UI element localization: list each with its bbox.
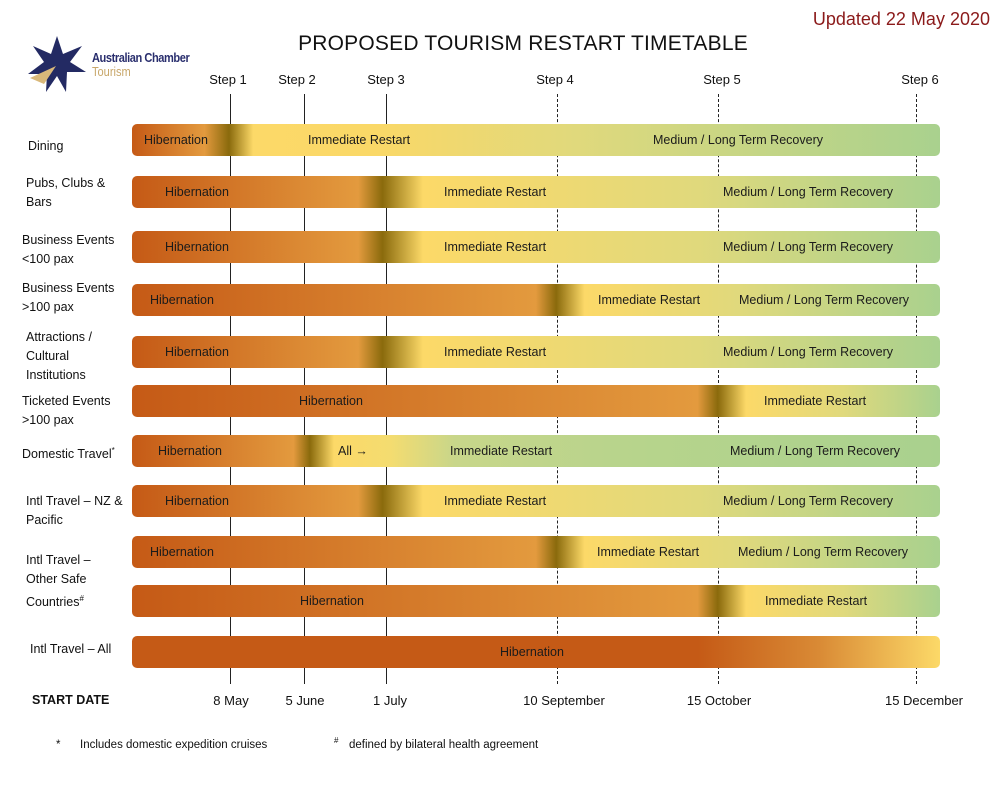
step-label: Step 1 <box>209 72 247 87</box>
row-label-dining: Dining <box>28 139 64 153</box>
segment-all: All → <box>338 444 368 458</box>
step-label: Step 3 <box>367 72 405 87</box>
step-label: Step 6 <box>901 72 939 87</box>
row-label-pubs: Pubs, Clubs & Bars <box>26 176 106 209</box>
row-label-intl-other-text: Intl Travel – Other Safe Countries <box>26 553 91 610</box>
page-title: PROPOSED TOURISM RESTART TIMETABLE <box>298 32 748 55</box>
row-label-domestic: Domestic Travel* <box>22 441 132 464</box>
logo <box>26 34 196 96</box>
star-icon <box>28 36 86 92</box>
logo-text-line1: Australian Chamber <box>92 50 190 65</box>
date-label: 5 June <box>285 693 325 708</box>
timeline-bar-intl-all: Hibernation <box>132 636 940 668</box>
segment-immediate-restart: Immediate Restart <box>450 444 553 458</box>
segment-recovery: Medium / Long Term Recovery <box>723 185 893 199</box>
row-label-intl-all: Intl Travel – All <box>30 642 112 656</box>
segment-recovery: Medium / Long Term Recovery <box>738 545 908 559</box>
step-label: Step 5 <box>703 72 741 87</box>
segment-recovery: Medium / Long Term Recovery <box>723 345 893 359</box>
start-date-label: START DATE <box>32 693 110 707</box>
segment-recovery: Medium / Long Term Recovery <box>723 240 893 254</box>
timeline-bar-attractions: Hibernation Immediate Restart Medium / L… <box>132 336 940 368</box>
segment-hibernation: Hibernation <box>299 394 363 408</box>
updated-date: Updated 22 May 2020 <box>812 9 990 29</box>
timeline-bar-intl-other: Hibernation Immediate Restart Medium / L… <box>132 536 940 568</box>
segment-immediate-restart: Immediate Restart <box>597 545 700 559</box>
timeline-bar-business-small: Hibernation Immediate Restart Medium / L… <box>132 231 940 263</box>
segment-recovery: Medium / Long Term Recovery <box>730 444 900 458</box>
step-label: Step 2 <box>278 72 316 87</box>
row-label-intl-nz: Intl Travel – NZ & Pacific <box>26 494 123 527</box>
segment-hibernation: Hibernation <box>144 133 208 147</box>
segment-immediate-restart: Immediate Restart <box>444 494 547 508</box>
footnote-mark: # <box>79 594 84 603</box>
row-label-domestic-text: Domestic Travel <box>22 447 112 462</box>
row-label-ticketed: Ticketed Events >100 pax <box>22 394 111 427</box>
segment-hibernation: Hibernation <box>300 594 364 608</box>
date-label: 15 October <box>686 693 752 708</box>
segment-recovery: Medium / Long Term Recovery <box>653 133 823 147</box>
step-label: Step 4 <box>536 72 574 87</box>
footnote-mark: * <box>111 446 115 455</box>
segment-immediate-restart: Immediate Restart <box>598 293 701 307</box>
footnote-text: defined by bilateral health agreement <box>349 739 539 751</box>
segment-recovery: Medium / Long Term Recovery <box>739 293 909 307</box>
segment-hibernation: Hibernation <box>500 645 564 659</box>
segment-hibernation: Hibernation <box>165 345 229 359</box>
segment-immediate-restart: Immediate Restart <box>764 394 867 408</box>
date-label: 10 September <box>523 693 605 708</box>
timeline-bar-intl-other-2: Hibernation Immediate Restart <box>132 585 940 617</box>
logo-text-line2: Tourism <box>92 64 131 79</box>
row-label-intl-other: Intl Travel – Other Safe Countries# <box>26 551 116 612</box>
segment-immediate-restart: Immediate Restart <box>444 345 547 359</box>
segment-immediate-restart: Immediate Restart <box>444 185 547 199</box>
segment-hibernation: Hibernation <box>158 444 222 458</box>
timeline-bar-dining: Hibernation Immediate Restart Medium / L… <box>132 124 940 156</box>
timeline-bar-ticketed: Hibernation Immediate Restart <box>132 385 940 417</box>
footnote-mark: # <box>334 736 339 745</box>
footnote-text: Includes domestic expedition cruises <box>80 739 268 751</box>
segment-hibernation: Hibernation <box>150 545 214 559</box>
row-label-business-small: Business Events <100 pax <box>22 233 115 266</box>
row-label-business-large: Business Events >100 pax <box>22 281 115 314</box>
segment-hibernation: Hibernation <box>165 185 229 199</box>
timeline-bar-intl-nz: Hibernation Immediate Restart Medium / L… <box>132 485 940 517</box>
row-label-attractions: Attractions / Cultural Institutions <box>26 330 92 382</box>
segment-immediate-restart: Immediate Restart <box>308 133 411 147</box>
date-label: 15 December <box>884 693 964 708</box>
segment-hibernation: Hibernation <box>150 293 214 307</box>
segment-recovery: Medium / Long Term Recovery <box>723 494 893 508</box>
segment-hibernation: Hibernation <box>165 240 229 254</box>
timeline-bar-domestic: Hibernation All → Immediate Restart Medi… <box>132 435 940 467</box>
segment-immediate-restart: Immediate Restart <box>765 594 868 608</box>
timeline-bar-business-large: Hibernation Immediate Restart Medium / L… <box>132 284 940 316</box>
date-label: 8 May <box>213 693 249 708</box>
timeline-bar-pubs: Hibernation Immediate Restart Medium / L… <box>132 176 940 208</box>
segment-immediate-restart: Immediate Restart <box>444 240 547 254</box>
footnote-mark: * <box>56 739 61 751</box>
segment-hibernation: Hibernation <box>165 494 229 508</box>
date-label: 1 July <box>373 693 407 708</box>
